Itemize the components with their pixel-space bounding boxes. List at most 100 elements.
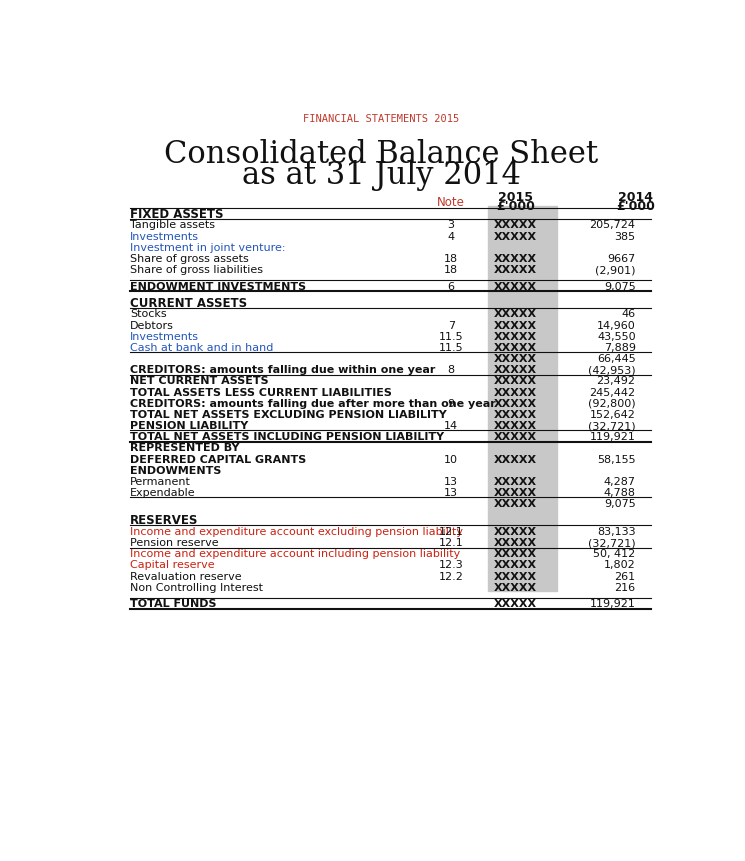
Text: 46: 46 — [621, 309, 635, 319]
Text: 2015: 2015 — [498, 190, 533, 204]
Text: ENDOWMENTS: ENDOWMENTS — [130, 465, 222, 475]
Text: 13: 13 — [444, 487, 458, 498]
Text: 7: 7 — [448, 320, 454, 331]
Text: XXXXX: XXXXX — [494, 582, 537, 592]
Text: Revaluation reserve: Revaluation reserve — [130, 571, 242, 581]
Text: (32,721): (32,721) — [588, 537, 635, 548]
Text: TOTAL NET ASSETS EXCLUDING PENSION LIABILITY: TOTAL NET ASSETS EXCLUDING PENSION LIABI… — [130, 410, 447, 419]
Text: REPRESENTED BY: REPRESENTED BY — [130, 443, 240, 453]
Text: 6: 6 — [448, 282, 454, 291]
Text: XXXXX: XXXXX — [494, 254, 537, 263]
Text: CREDITORS: amounts falling due after more than one year: CREDITORS: amounts falling due after mor… — [130, 399, 496, 408]
Text: 9: 9 — [448, 399, 454, 408]
Text: 43,550: 43,550 — [597, 331, 635, 341]
Text: Note: Note — [437, 196, 465, 209]
Text: PENSION LIABILITY: PENSION LIABILITY — [130, 420, 249, 430]
Text: £'000: £'000 — [616, 200, 655, 213]
Text: FIXED ASSETS: FIXED ASSETS — [130, 208, 224, 220]
Text: Stocks: Stocks — [130, 309, 167, 319]
Text: XXXXX: XXXXX — [494, 526, 537, 536]
Text: 4,287: 4,287 — [603, 476, 635, 486]
Text: XXXXX: XXXXX — [494, 232, 537, 241]
Text: 9,075: 9,075 — [604, 282, 635, 291]
Text: Income and expenditure account including pension liability: Income and expenditure account including… — [130, 548, 460, 559]
Text: 7,889: 7,889 — [603, 343, 635, 352]
Bar — [489, 207, 557, 591]
Text: XXXXX: XXXXX — [494, 571, 537, 581]
Text: Consolidated Balance Sheet: Consolidated Balance Sheet — [165, 139, 598, 170]
Text: XXXXX: XXXXX — [494, 354, 537, 363]
Text: Capital reserve: Capital reserve — [130, 560, 215, 570]
Text: £'000: £'000 — [496, 200, 535, 213]
Text: 12.1: 12.1 — [439, 537, 463, 548]
Text: XXXXX: XXXXX — [494, 487, 537, 498]
Text: XXXXX: XXXXX — [494, 560, 537, 570]
Text: 1,802: 1,802 — [604, 560, 635, 570]
Text: (32,721): (32,721) — [588, 420, 635, 430]
Text: XXXXX: XXXXX — [494, 343, 537, 352]
Text: 18: 18 — [444, 254, 458, 263]
Text: 11.5: 11.5 — [439, 343, 463, 352]
Text: 12.1: 12.1 — [439, 526, 463, 536]
Text: XXXXX: XXXXX — [494, 220, 537, 230]
Text: RESERVES: RESERVES — [130, 514, 199, 527]
Text: FINANCIAL STATEMENTS 2015: FINANCIAL STATEMENTS 2015 — [303, 114, 460, 124]
Text: 4,788: 4,788 — [603, 487, 635, 498]
Text: Debtors: Debtors — [130, 320, 174, 331]
Text: 12.2: 12.2 — [439, 571, 463, 581]
Text: Expendable: Expendable — [130, 487, 196, 498]
Text: 50, 412: 50, 412 — [593, 548, 635, 559]
Text: XXXXX: XXXXX — [494, 331, 537, 341]
Text: 2014: 2014 — [618, 190, 653, 204]
Text: (2,901): (2,901) — [595, 265, 635, 275]
Text: 9,075: 9,075 — [604, 499, 635, 509]
Text: 261: 261 — [615, 571, 635, 581]
Text: 385: 385 — [615, 232, 635, 241]
Text: XXXXX: XXXXX — [494, 282, 537, 291]
Text: Investments: Investments — [130, 331, 200, 341]
Text: 14,960: 14,960 — [597, 320, 635, 331]
Text: XXXXX: XXXXX — [494, 399, 537, 408]
Text: 58,155: 58,155 — [597, 454, 635, 464]
Text: 12.3: 12.3 — [439, 560, 463, 570]
Text: TOTAL NET ASSETS INCLUDING PENSION LIABILITY: TOTAL NET ASSETS INCLUDING PENSION LIABI… — [130, 431, 445, 442]
Text: 119,921: 119,921 — [590, 431, 635, 442]
Text: 14: 14 — [444, 420, 458, 430]
Text: TOTAL FUNDS: TOTAL FUNDS — [130, 598, 217, 609]
Text: Cash at bank and in hand: Cash at bank and in hand — [130, 343, 273, 352]
Text: Income and expenditure account excluding pension liability: Income and expenditure account excluding… — [130, 526, 463, 536]
Text: XXXXX: XXXXX — [494, 598, 537, 609]
Text: Share of gross liabilities: Share of gross liabilities — [130, 265, 263, 275]
Text: Non Controlling Interest: Non Controlling Interest — [130, 582, 263, 592]
Text: Pension reserve: Pension reserve — [130, 537, 219, 548]
Text: ENDOWMENT INVESTMENTS: ENDOWMENT INVESTMENTS — [130, 282, 306, 291]
Text: XXXXX: XXXXX — [494, 537, 537, 548]
Text: XXXXX: XXXXX — [494, 454, 537, 464]
Text: 3: 3 — [448, 220, 454, 230]
Text: 8: 8 — [448, 365, 454, 375]
Text: 83,133: 83,133 — [597, 526, 635, 536]
Text: 11.5: 11.5 — [439, 331, 463, 341]
Text: 119,921: 119,921 — [590, 598, 635, 609]
Text: DEFERRED CAPITAL GRANTS: DEFERRED CAPITAL GRANTS — [130, 454, 307, 464]
Text: XXXXX: XXXXX — [494, 265, 537, 275]
Text: (92,800): (92,800) — [588, 399, 635, 408]
Text: 4: 4 — [448, 232, 454, 241]
Text: 18: 18 — [444, 265, 458, 275]
Text: XXXXX: XXXXX — [494, 410, 537, 419]
Text: 152,642: 152,642 — [590, 410, 635, 419]
Text: CREDITORS: amounts falling due within one year: CREDITORS: amounts falling due within on… — [130, 365, 436, 375]
Text: 10: 10 — [444, 454, 458, 464]
Text: 245,442: 245,442 — [589, 387, 635, 397]
Text: Share of gross assets: Share of gross assets — [130, 254, 249, 263]
Text: 66,445: 66,445 — [597, 354, 635, 363]
Text: XXXXX: XXXXX — [494, 420, 537, 430]
Text: Tangible assets: Tangible assets — [130, 220, 215, 230]
Text: CURRENT ASSETS: CURRENT ASSETS — [130, 296, 247, 309]
Text: Permanent: Permanent — [130, 476, 191, 486]
Text: XXXXX: XXXXX — [494, 320, 537, 331]
Text: XXXXX: XXXXX — [494, 309, 537, 319]
Text: XXXXX: XXXXX — [494, 376, 537, 386]
Text: XXXXX: XXXXX — [494, 476, 537, 486]
Text: Investments: Investments — [130, 232, 200, 241]
